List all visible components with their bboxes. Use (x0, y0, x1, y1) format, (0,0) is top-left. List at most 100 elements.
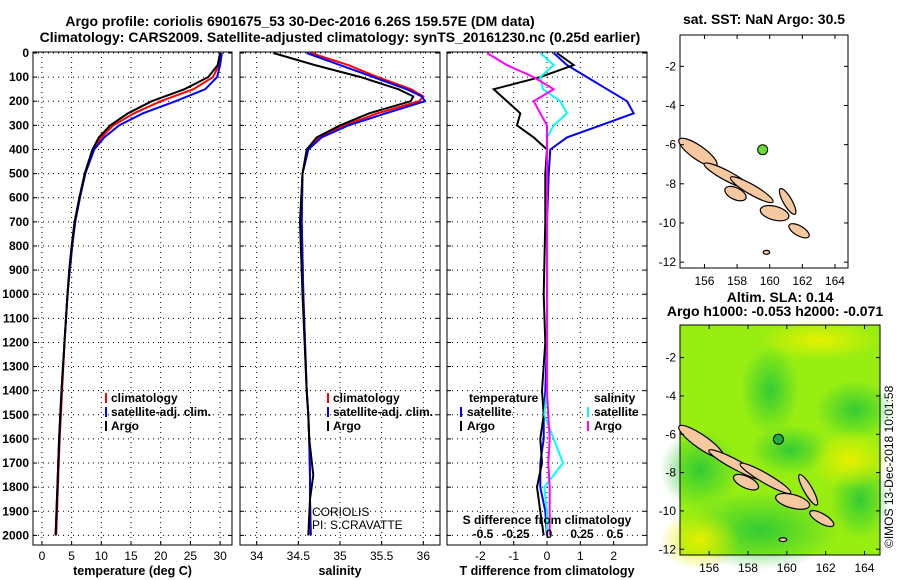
lat-tick-label: -4 (665, 98, 676, 112)
island-shape (775, 492, 811, 510)
island-shape (724, 185, 747, 202)
series-line-argo (273, 52, 415, 536)
lon-tick-label: 160 (777, 561, 797, 575)
title-line2: Climatology: CARS2009. Satellite-adjuste… (40, 29, 641, 45)
lon-tick-label: 162 (816, 561, 836, 575)
x-tick-label: 2 (610, 549, 617, 563)
x-tick-label: 0 (544, 549, 551, 563)
x-axis-label: temperature (deg C) (73, 564, 192, 578)
lat-tick-label: -2 (665, 59, 676, 73)
y-tick-label: 1600 (2, 432, 29, 446)
s-tick-label: -0.25 (502, 527, 530, 541)
island-shape (732, 473, 760, 491)
sla-map-title1: Altim. SLA: 0.14 (727, 289, 834, 305)
lat-tick-label: -2 (665, 351, 676, 365)
x-tick-label: 30 (213, 549, 227, 563)
y-tick-label: 700 (9, 215, 29, 229)
legend-label: satellite (467, 405, 512, 419)
s-axis-label: S difference from climatology (463, 513, 632, 527)
y-tick-label: 1000 (2, 287, 29, 301)
panel-salinity: 34 34.5 35 35.5 36 salinity climatologysatelli… (239, 51, 441, 578)
lat-tick-label: -4 (665, 389, 676, 403)
title-line1: Argo profile: coriolis 6901675_53 30-Dec… (65, 13, 534, 29)
y-tick-label: 300 (9, 118, 29, 132)
panel-frame (32, 51, 233, 546)
sla-low-patch (750, 425, 830, 475)
island-shape (739, 462, 792, 495)
legend-title-temperature: temperature (469, 391, 539, 405)
sla-map-title2: Argo h1000: -0.053 h2000: -0.071 (667, 303, 884, 319)
y-tick-label: 600 (9, 191, 29, 205)
y-tick-label: 0 (22, 46, 29, 60)
s-tick-label: 0.25 (570, 527, 594, 541)
y-tick-label: 1700 (2, 456, 29, 470)
island-shape (729, 176, 774, 204)
x-tick-label: 25 (184, 549, 198, 563)
sla-high-patch (810, 430, 890, 490)
legend-label: Argo (333, 419, 361, 433)
legend-label: Argo (467, 419, 495, 433)
y-tick-label: 400 (9, 142, 29, 156)
island-shape (788, 223, 810, 239)
y-tick-label: 100 (9, 70, 29, 84)
island-shape (798, 473, 819, 506)
x-tick-label: 1 (577, 549, 584, 563)
series-line-salinity-argo (486, 52, 556, 536)
y-tick-label: 800 (9, 239, 29, 253)
lat-tick-label: -10 (659, 216, 677, 230)
legend-label: satellite (594, 405, 639, 419)
legend-label: Argo (594, 419, 622, 433)
lat-tick-label: -6 (665, 138, 676, 152)
legend-label: Argo (111, 419, 139, 433)
argo-float-location-marker (757, 144, 769, 156)
island-shape (778, 187, 797, 215)
x-tick-label: 5 (68, 549, 75, 563)
x-axis-label: salinity (318, 564, 361, 578)
lat-tick-label: -8 (665, 466, 676, 480)
lon-tick-label: 164 (825, 274, 845, 288)
x-axis-label: T difference from climatology (459, 564, 634, 578)
argo-float-location-marker (772, 433, 784, 445)
x-tick-label: 35.5 (370, 549, 394, 563)
x-tick-label: 34 (250, 549, 264, 563)
annotation-text: CORIOLIS (312, 505, 369, 519)
lat-tick-label: -10 (659, 504, 677, 518)
legend-label: climatology (111, 391, 178, 405)
lon-tick-label: 156 (699, 561, 719, 575)
lon-tick-label: 160 (760, 274, 780, 288)
x-tick-label: 36 (417, 549, 431, 563)
island-shape (762, 249, 771, 255)
island-shape (759, 204, 790, 222)
sla-low-patch (740, 345, 800, 435)
y-tick-label: 2000 (2, 528, 29, 542)
y-tick-label: 1400 (2, 384, 29, 398)
lat-tick-label: -12 (659, 542, 677, 556)
island-shape (809, 510, 835, 528)
lon-tick-label: 164 (854, 561, 874, 575)
lon-tick-label: 158 (727, 274, 747, 288)
legend-label: climatology (333, 391, 400, 405)
s-tick-label: -0.5 (473, 527, 494, 541)
sla-high-patch (760, 320, 880, 360)
x-tick-label: 35 (333, 549, 347, 563)
annotation-text: PI: S.CRAVATTE (312, 518, 403, 532)
x-tick-label: 15 (124, 549, 138, 563)
sla-low-patch (815, 380, 895, 440)
lat-tick-label: -12 (659, 255, 677, 269)
s-tick-label: 0.5 (607, 527, 624, 541)
x-tick-label: -1 (508, 549, 519, 563)
map-frame (679, 34, 849, 269)
map-frame (679, 324, 881, 556)
x-tick-label: 0 (39, 549, 46, 563)
series-line-temperature-argo (491, 52, 576, 536)
y-tick-label: 1900 (2, 504, 29, 518)
sla-map: 156 158 160 162 164 -2 -4 -6 -8 -10 -12 (659, 320, 895, 575)
lon-tick-label: 162 (792, 274, 812, 288)
x-tick-label: 20 (154, 549, 168, 563)
y-tick-label: 1500 (2, 408, 29, 422)
x-tick-label: -2 (475, 549, 486, 563)
y-tick-label: 1800 (2, 480, 29, 494)
sst-map-title: sat. SST: NaN Argo: 30.5 (683, 11, 845, 27)
